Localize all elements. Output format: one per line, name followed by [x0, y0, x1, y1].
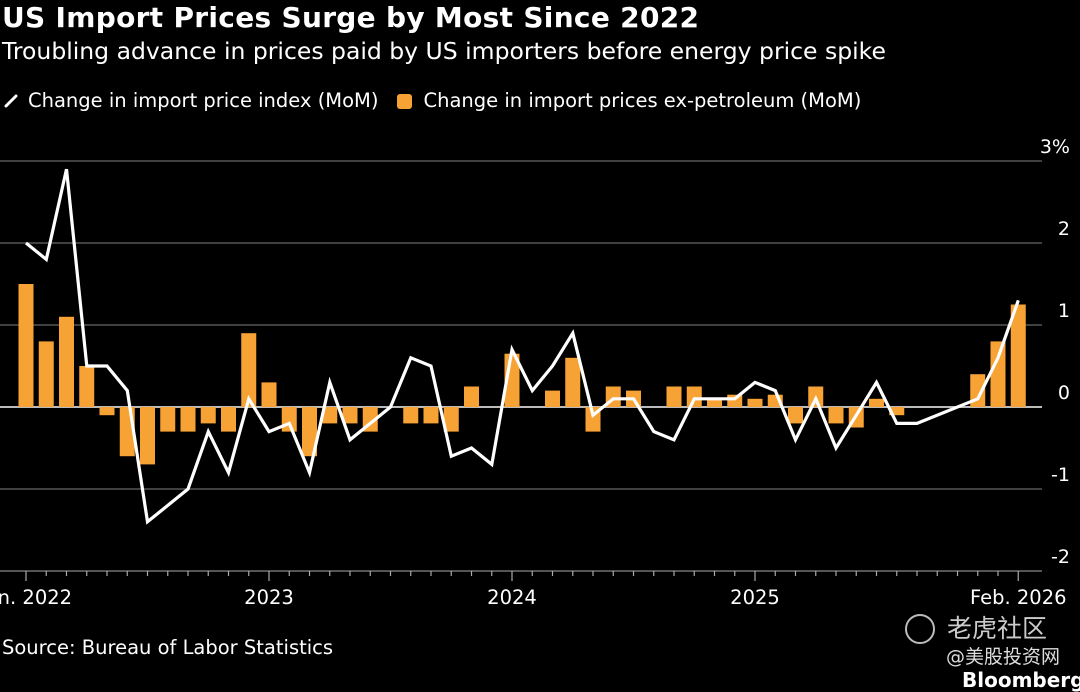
bar-2026-02 — [1010, 304, 1026, 407]
bar-2026-01 — [990, 341, 1006, 407]
bar-2024-10 — [686, 386, 702, 407]
bar-2023-02 — [281, 407, 297, 432]
bar-2025-05 — [828, 407, 844, 424]
legend: Change in import price index (MoM) Chang… — [4, 89, 879, 113]
y-tick-label: 0 — [1058, 382, 1070, 404]
bar-2022-10 — [200, 407, 216, 424]
bar-2024-09 — [666, 386, 682, 407]
y-tick-label: 3% — [1040, 136, 1070, 158]
y-tick-label: 2 — [1058, 218, 1070, 240]
bar-2023-01 — [261, 382, 277, 407]
bar-2024-04 — [565, 357, 581, 407]
x-tick-label: 2024 — [487, 586, 537, 609]
x-tick-label: Jan. 2022 — [0, 586, 72, 609]
line-import-price-index — [24, 168, 1020, 525]
line-swatch-icon — [4, 94, 18, 108]
source-note: Source: Bureau of Labor Statistics — [2, 636, 334, 659]
bar-2025-01 — [747, 398, 763, 407]
bar-2022-11 — [221, 407, 236, 432]
bar-2022-01 — [18, 284, 34, 407]
bar-2023-11 — [464, 386, 479, 407]
bar-2023-09 — [423, 407, 439, 424]
bar-2023-05 — [342, 407, 358, 424]
bar-2025-03 — [788, 407, 803, 424]
bar-2022-12 — [241, 333, 257, 407]
bar-2025-08 — [889, 407, 905, 416]
bar-2024-03 — [545, 390, 560, 407]
bar-swatch-icon — [396, 93, 412, 109]
bloomberg-logo: Bloomberg — [962, 668, 1080, 692]
bar-2023-04 — [322, 407, 338, 424]
watermark-text: 老虎社区 — [947, 614, 1048, 643]
watermark-meigu: @美股投资网 — [946, 646, 1061, 668]
legend-item-import-price-index: Change in import price index (MoM) — [4, 89, 379, 113]
watermark-tiger: 老虎社区 — [905, 614, 1047, 644]
legend-label: Change in import price index (MoM) — [28, 89, 379, 112]
chart-subtitle: Troubling advance in prices paid by US i… — [2, 37, 886, 65]
bar-2022-04 — [79, 366, 95, 407]
x-tick-label: 2023 — [244, 586, 294, 609]
legend-label: Change in import prices ex-petroleum (Mo… — [423, 89, 862, 112]
bar-2022-08 — [160, 407, 176, 432]
bar-2022-05 — [99, 407, 115, 416]
y-tick-label: -2 — [1051, 546, 1070, 568]
x-tick-label: Feb. 2026 — [970, 586, 1067, 609]
x-tick-label: 2025 — [730, 586, 780, 609]
legend-item-ex-petroleum: Change in import prices ex-petroleum (Mo… — [396, 89, 862, 113]
bar-2024-11 — [707, 398, 722, 407]
chart-title: US Import Prices Surge by Most Since 202… — [2, 1, 700, 34]
bar-2022-07 — [140, 407, 155, 465]
tiger-logo-icon — [905, 614, 935, 644]
bar-2022-02 — [38, 341, 54, 407]
bar-2025-07 — [869, 398, 884, 407]
bar-2023-10 — [443, 407, 459, 432]
y-tick-label: 1 — [1058, 300, 1070, 322]
y-tick-label: -1 — [1051, 464, 1070, 486]
bar-2023-08 — [403, 407, 419, 424]
bar-2022-03 — [59, 316, 74, 407]
bar-2022-09 — [180, 407, 196, 432]
bar-2023-03 — [302, 407, 317, 457]
